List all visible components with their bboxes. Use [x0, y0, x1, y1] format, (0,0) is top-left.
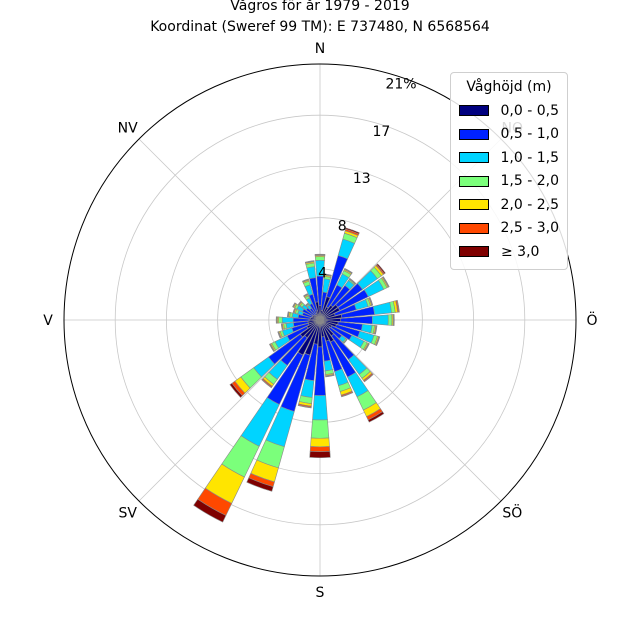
legend-entry: 2,0 - 2,5 — [459, 193, 559, 217]
chart-subtitle: Koordinat (Sweref 99 TM): E 737480, N 65… — [150, 19, 490, 35]
rose-bar-segment — [314, 256, 326, 261]
rose-bar-segment — [324, 273, 332, 277]
rose-bar-segment — [325, 374, 335, 378]
direction-label: S — [316, 585, 325, 601]
rose-bar-segment — [297, 404, 312, 409]
chart-title: Vågros för år 1979 - 2019 — [230, 0, 410, 14]
outer-ring — [63, 63, 577, 577]
rose-bar-segment — [246, 477, 274, 492]
rose-bar-segment — [309, 446, 331, 452]
rose-bar-segment — [314, 253, 326, 256]
rose-bar-segment — [275, 316, 278, 324]
radial-tick-label: 17 — [372, 124, 390, 140]
rose-bar-segment — [281, 316, 294, 324]
rose-bar-segment — [393, 314, 395, 326]
rose-bar-segment — [360, 323, 373, 334]
chart-title-block: Vågros för år 1979 - 2019 Koordinat (Swe… — [0, 0, 640, 38]
rose-bar-segment — [309, 450, 331, 459]
rose-bar-segment — [349, 278, 357, 285]
rose-bar-segment — [278, 316, 283, 324]
radial-tick-label: 4 — [318, 266, 327, 282]
direction-label: SÖ — [502, 503, 522, 521]
rose-bar-segment — [280, 323, 284, 331]
rose-bar-segment — [312, 395, 328, 421]
legend-label: 1,5 - 2,0 — [500, 173, 559, 190]
radial-tick-label: 13 — [353, 171, 371, 187]
rose-bar-segment — [323, 359, 334, 372]
legend-label: 0,0 - 0,5 — [500, 102, 559, 119]
rose-bar-segment — [364, 343, 370, 352]
direction-label: Ö — [586, 311, 597, 329]
direction-label: V — [43, 313, 53, 329]
rose-bar-segment — [261, 378, 273, 389]
legend: Våghöjd (m) 0,0 - 0,5 0,5 - 1,0 1,0 - 1,5 1… — [450, 72, 568, 270]
rose-bar-segment — [292, 302, 296, 308]
rose-bar-segment — [371, 314, 389, 326]
rose-bar-segment — [305, 302, 309, 307]
rose-bar-segment — [303, 293, 308, 297]
rose-bars — [193, 227, 400, 523]
legend-entry: 0,5 - 1,0 — [459, 123, 559, 147]
legend-swatch — [459, 105, 489, 117]
radial-gridline — [138, 319, 321, 502]
grid-ring — [114, 114, 526, 526]
legend-label: 0,5 - 1,0 — [500, 126, 559, 143]
rose-bar-segment — [304, 260, 315, 264]
rose-bar-segment — [277, 331, 281, 339]
rose-bar-segment — [374, 325, 378, 335]
legend-entry: 0,0 - 0,5 — [459, 99, 559, 123]
rose-bar-segment — [229, 382, 243, 398]
rose-bar-segment — [344, 267, 353, 274]
rose-bar-segment — [286, 311, 290, 318]
legend-entry: 1,0 - 1,5 — [459, 146, 559, 170]
legend-label: ≥ 3,0 — [501, 243, 540, 260]
legend-swatch — [459, 199, 489, 211]
rose-bar-segment — [343, 338, 348, 344]
rose-bar-segment — [310, 437, 330, 448]
rose-bar-segment — [302, 278, 309, 283]
rose-bar-segment — [193, 498, 227, 523]
direction-label: SV — [118, 505, 137, 521]
rose-bar-segment — [372, 301, 392, 315]
legend-swatch — [459, 175, 489, 187]
legend-entries: 0,0 - 0,5 0,5 - 1,0 1,0 - 1,5 1,5 - 2,0 2,0 … — [459, 99, 559, 264]
legend-entry: ≥ 3,0 — [459, 240, 559, 264]
legend-entry: 2,5 - 3,0 — [459, 217, 559, 241]
radial-tick-label: 8 — [338, 218, 347, 234]
legend-label: 1,0 - 1,5 — [500, 149, 559, 166]
rose-bar-segment — [310, 419, 330, 439]
rose-bar-segment — [345, 227, 360, 235]
rose-bar-segment — [382, 276, 390, 288]
legend-entry: 1,5 - 2,0 — [459, 170, 559, 194]
rose-bar-segment — [297, 300, 302, 306]
rose-bar-segment — [292, 308, 296, 313]
rose-bar-segment — [306, 266, 317, 280]
rose-bar-segment — [367, 411, 385, 423]
legend-swatch — [459, 152, 489, 164]
rose-bar-segment — [376, 263, 386, 275]
rose-bar-segment — [369, 297, 374, 306]
rose-bar-segment — [363, 373, 374, 383]
rose-bar-segment — [375, 336, 381, 346]
radial-gridline — [319, 319, 502, 502]
legend-label: 2,5 - 3,0 — [500, 220, 559, 237]
legend-label: 2,0 - 2,5 — [500, 196, 559, 213]
rose-bar-segment — [387, 314, 393, 326]
legend-swatch — [459, 246, 489, 258]
rose-bar-segment — [269, 343, 275, 353]
rose-bar-segment — [341, 391, 354, 398]
legend-swatch — [459, 128, 489, 140]
direction-label: NV — [118, 121, 138, 137]
legend-swatch — [459, 222, 489, 234]
grid-ring — [165, 165, 475, 475]
legend-title: Våghöjd (m) — [466, 79, 552, 95]
direction-label: N — [315, 41, 325, 57]
radial-gridline — [138, 138, 321, 321]
rose-bar-segment — [396, 299, 400, 313]
radial-tick-label: 21% — [385, 77, 416, 93]
